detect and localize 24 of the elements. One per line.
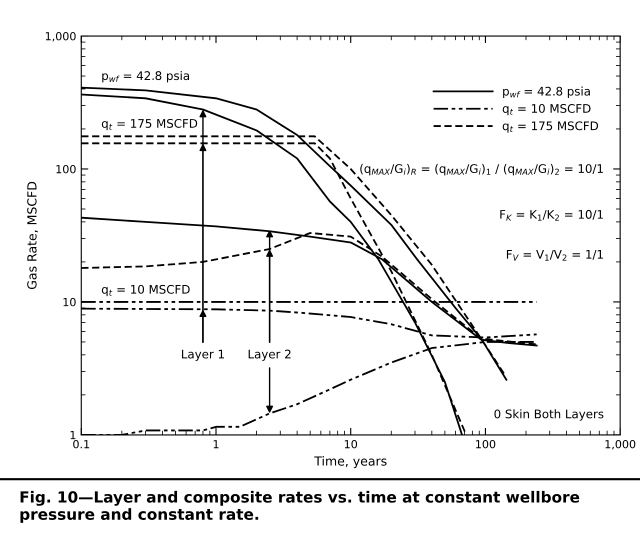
y-tick-label: 1 (70, 431, 76, 440)
annotation: Layer 2 (248, 350, 291, 361)
legend-label: q$_{t}$ = 175 MSCFD (502, 121, 598, 133)
x-axis-title: Time, years (314, 456, 387, 468)
text: (q$_{MAX}$/G$_{i}$)$_{R}$ = (q$_{MAX}$/G$_{i}$)$_{1}$ / (q$_{MAX}$/G$_{i}$)$_{2}$ = 10/1 (360, 164, 603, 176)
x-tick-label: 1 (214, 440, 219, 448)
x-tick-label: 100 (476, 440, 496, 448)
legend-label: q$_{t}$ = 10 MSCFD (502, 104, 591, 116)
y-tick-label: 100 (56, 164, 76, 174)
y-tick-label: 1,000 (46, 32, 76, 42)
legend-label: p$_{wf}$ = 42.8 psia (503, 86, 590, 98)
annotation: F$_{K}$ = K$_{1}$/K$_{2}$ = 10/1 (500, 210, 603, 221)
x-tick-label: 10 (344, 440, 358, 448)
x-tick-label: 1,000 (605, 440, 636, 450)
y-axis-title: Gas Rate, MSCFD (27, 182, 38, 290)
annotation: 0 Skin Both Layers (494, 409, 604, 421)
annotation: p$_{wf}$ = 42.8 psia (102, 70, 190, 82)
annotation: F$_{V}$ = V$_{1}$/V$_{2}$ = 1/1 (506, 250, 603, 261)
annotation: Layer 1 (182, 350, 224, 361)
x-tick-label: 0.1 (73, 440, 90, 448)
text: Fig. 10—Layer and composite rates vs. time at constant wellbore pressure and constant rate. (20, 490, 580, 523)
annotation: q$_{t}$ = 10 MSCFD (102, 284, 190, 296)
y-tick-label: 10 (64, 298, 76, 306)
annotation: q$_{t}$ = 175 MSCFD (102, 118, 198, 130)
